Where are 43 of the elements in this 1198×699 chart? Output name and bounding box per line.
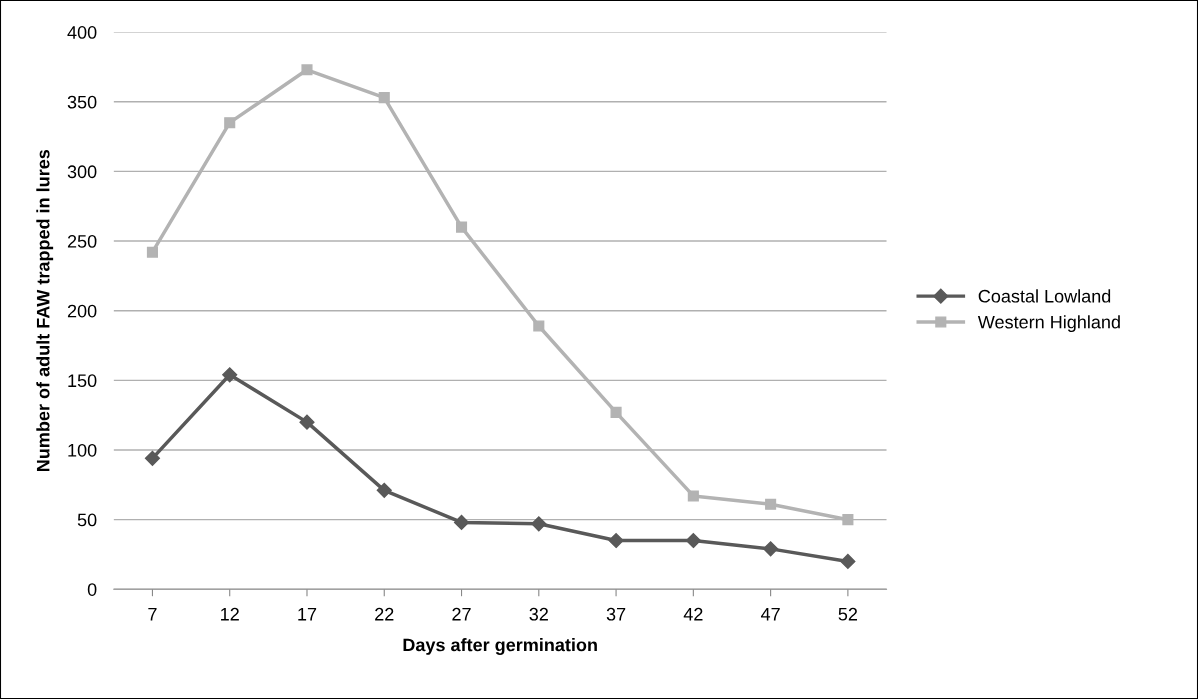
x-tick-label: 17: [298, 607, 317, 621]
x-tick-label: 12: [221, 607, 239, 621]
x-tick-label: 37: [606, 607, 626, 621]
legend-label: Western Highland: [977, 315, 1120, 333]
point: [301, 64, 313, 76]
y-tick-label: 50: [77, 513, 97, 527]
point: [840, 553, 856, 569]
y-tick-label: 0: [87, 583, 97, 596]
point: [378, 92, 390, 104]
point: [533, 320, 545, 332]
y-axis-title: Number of adult FAW trapped in lures: [36, 149, 54, 471]
x-tick-label: 32: [529, 607, 548, 621]
x-tick-label: 7: [148, 607, 157, 621]
point: [685, 532, 701, 549]
x-tick-label: 47: [760, 607, 780, 621]
point: [376, 482, 392, 498]
y-tick-label: 100: [68, 443, 97, 457]
y-tick-label: 350: [67, 95, 97, 109]
x-axis-title: Days after germination: [403, 638, 597, 655]
point: [222, 367, 238, 383]
x-tick-label: 27: [452, 607, 471, 621]
y-tick-label: 150: [68, 374, 97, 388]
point: [608, 532, 624, 549]
point: [146, 246, 159, 258]
x-tick-label: 22: [375, 607, 394, 621]
point: [453, 514, 470, 530]
x-tick-label: 52: [838, 607, 858, 621]
point: [763, 541, 779, 557]
y-tick-label: 250: [67, 235, 97, 248]
legend-label: Coastal Lowland: [978, 289, 1111, 303]
y-tick-label: 300: [67, 165, 97, 179]
y-tick-label: 200: [67, 304, 97, 318]
point: [765, 498, 777, 510]
point: [455, 221, 468, 233]
point: [144, 450, 161, 466]
point: [531, 516, 547, 532]
point: [687, 490, 699, 502]
point: [224, 117, 236, 129]
point: [610, 406, 622, 418]
point: [299, 414, 315, 430]
x-tick-label: 42: [683, 607, 703, 621]
y-tick-label: 400: [67, 26, 97, 39]
point: [842, 514, 854, 526]
